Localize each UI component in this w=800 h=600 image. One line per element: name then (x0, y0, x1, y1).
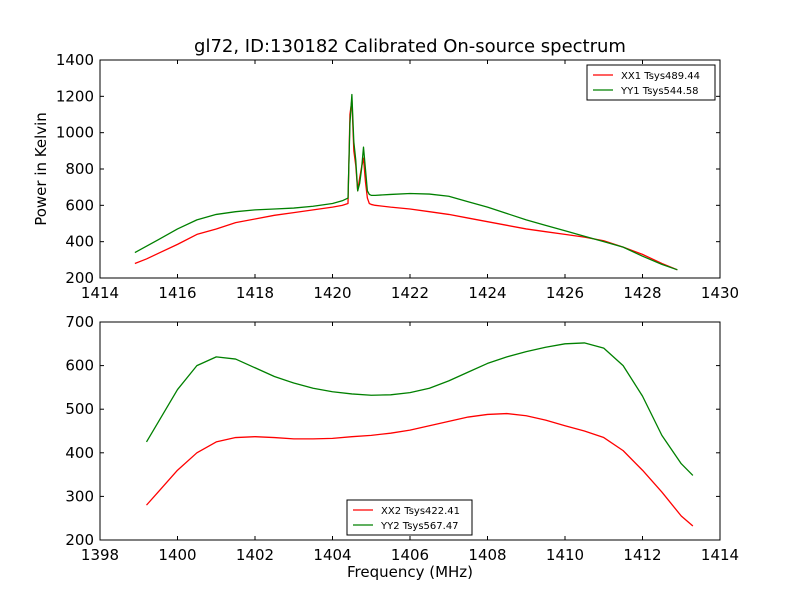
x-tick-label: 1412 (623, 546, 661, 564)
legend-entry: XX1 Tsys489.44 (621, 71, 700, 82)
x-tick-label: 1422 (391, 284, 429, 302)
x-tick-label: 1424 (468, 284, 506, 302)
x-tick-label: 1430 (701, 284, 739, 302)
x-tick-label: 1410 (546, 546, 584, 564)
series-line-yy1-tsys544-58 (134, 93, 678, 271)
legend: XX1 Tsys489.44 YY1 Tsys544.58 (586, 64, 716, 101)
bottom-subplot: 1398 1400 1402 1404 1406 1408 1410 1412 1414 200 3… (65, 313, 739, 581)
x-tick-label: 1420 (313, 284, 351, 302)
x-tick-label: 1418 (236, 284, 274, 302)
y-tick-label: 300 (65, 487, 94, 505)
legend-entry: YY1 Tsys544.58 (620, 86, 699, 97)
y-tick-label: 600 (65, 196, 94, 214)
chart-title: gl72, ID:130182 Calibrated On-source spe… (194, 36, 626, 57)
x-tick-label: 1400 (158, 546, 196, 564)
x-axis-label: Frequency (MHz) (347, 563, 473, 581)
x-tick-label: 1398 (81, 546, 119, 564)
series-lines (145, 342, 694, 527)
series-line-xx1-tsys489-44 (134, 99, 678, 271)
x-tick-label: 1416 (158, 284, 196, 302)
x-tick-label: 1426 (546, 284, 584, 302)
y-tick-label: 500 (65, 400, 94, 418)
y-axis-label: Power in Kelvin (32, 112, 50, 226)
x-tick-label: 1414 (701, 546, 739, 564)
legend-entry: YY2 Tsys567.47 (380, 521, 459, 532)
series-lines (134, 93, 678, 271)
y-tick-label: 1200 (56, 87, 94, 105)
y-tick-label: 800 (65, 160, 94, 178)
y-tick-label: 200 (65, 531, 94, 549)
top-subplot: 1414 1416 1418 1420 1422 1424 1426 1428 1430 200 4… (32, 36, 739, 302)
legend-box (586, 64, 716, 101)
legend-entry: XX2 Tsys422.41 (381, 506, 460, 517)
y-tick-label: 400 (65, 444, 94, 462)
x-tick-label: 1404 (313, 546, 351, 564)
series-line-xx2-tsys422-41 (146, 412, 694, 527)
y-tick-label: 200 (65, 269, 94, 287)
series-line-yy2-tsys567-47 (145, 342, 694, 476)
legend: XX2 Tsys422.41 YY2 Tsys567.47 (346, 499, 473, 536)
y-tick-label: 400 (65, 233, 94, 251)
y-tick-label: 600 (65, 357, 94, 375)
y-tick-label: 1400 (56, 51, 94, 69)
x-tick-label: 1428 (623, 284, 661, 302)
x-tick-label: 1402 (236, 546, 274, 564)
x-tick-label: 1414 (81, 284, 119, 302)
y-tick-label: 1000 (56, 124, 94, 142)
legend-box (346, 499, 473, 536)
y-tick-label: 700 (65, 313, 94, 331)
x-tick-label: 1408 (468, 546, 506, 564)
x-tick-label: 1406 (391, 546, 429, 564)
